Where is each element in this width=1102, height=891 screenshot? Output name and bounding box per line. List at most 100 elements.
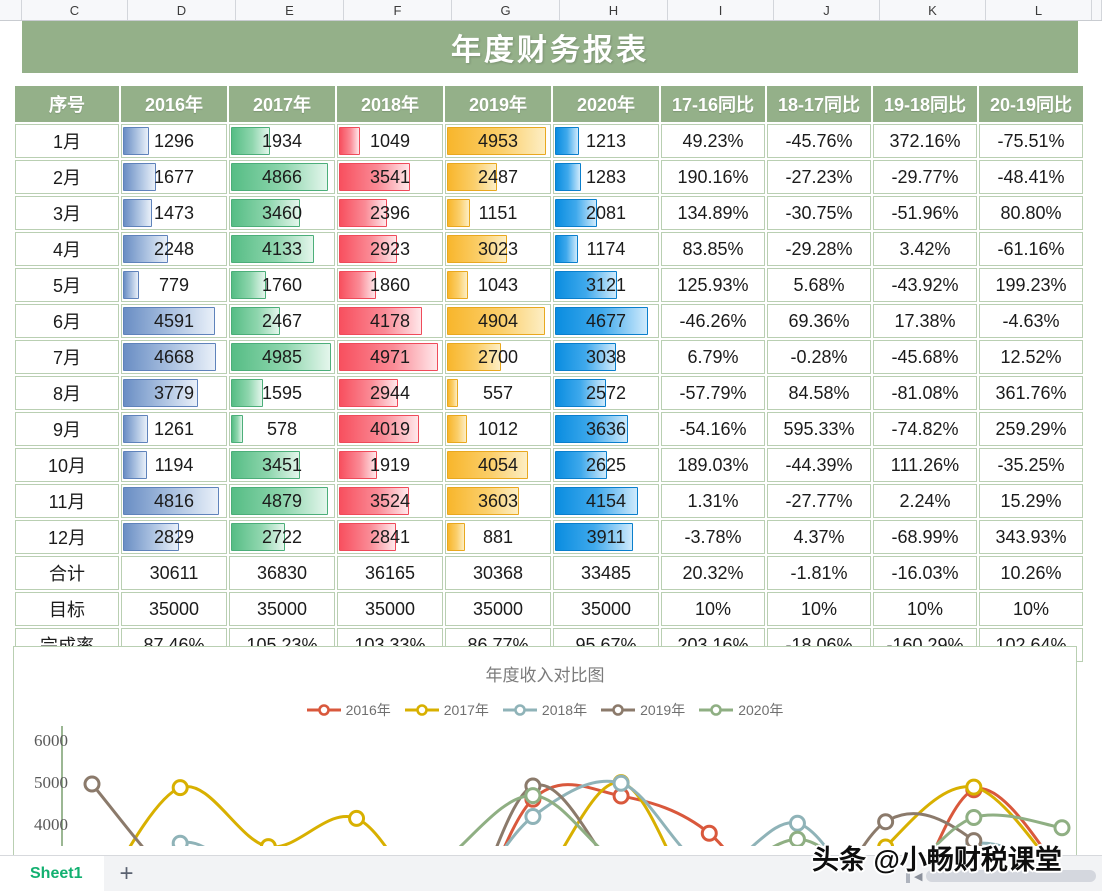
- data-bar-cell-v2016[interactable]: 2248: [121, 232, 227, 266]
- income-comparison-chart[interactable]: 年度收入对比图 2016年 2017年 2018年 2019年 2020年 4000 50…: [13, 646, 1077, 858]
- summary-cell-0[interactable]: 35000: [121, 592, 227, 626]
- data-bar-cell-v2020[interactable]: 3038: [553, 340, 659, 374]
- row-label[interactable]: 2月: [15, 160, 119, 194]
- percent-cell-p4[interactable]: -61.16%: [979, 232, 1083, 266]
- data-bar-cell-v2019[interactable]: 3603: [445, 484, 551, 518]
- column-header-j[interactable]: J: [774, 0, 880, 20]
- percent-cell-p3[interactable]: 17.38%: [873, 304, 977, 338]
- percent-cell-p3[interactable]: 2.24%: [873, 484, 977, 518]
- data-bar-cell-v2016[interactable]: 1261: [121, 412, 227, 446]
- percent-cell-p1[interactable]: 1.31%: [661, 484, 765, 518]
- data-bar-cell-v2020[interactable]: 2081: [553, 196, 659, 230]
- data-bar-cell-v2018[interactable]: 2923: [337, 232, 443, 266]
- percent-cell-p2[interactable]: 4.37%: [767, 520, 871, 554]
- percent-cell-p2[interactable]: -0.28%: [767, 340, 871, 374]
- row-label[interactable]: 12月: [15, 520, 119, 554]
- table-header-cell-7[interactable]: 18-17同比: [767, 86, 871, 122]
- data-bar-cell-v2018[interactable]: 4019: [337, 412, 443, 446]
- data-bar-cell-v2018[interactable]: 2396: [337, 196, 443, 230]
- row-label[interactable]: 1月: [15, 124, 119, 158]
- data-bar-cell-v2018[interactable]: 3541: [337, 160, 443, 194]
- column-header-l[interactable]: L: [986, 0, 1092, 20]
- percent-cell-p3[interactable]: 3.42%: [873, 232, 977, 266]
- add-sheet-button[interactable]: +: [119, 859, 134, 887]
- percent-cell-p4[interactable]: -48.41%: [979, 160, 1083, 194]
- percent-cell-p4[interactable]: 12.52%: [979, 340, 1083, 374]
- column-header-d[interactable]: D: [128, 0, 236, 20]
- summary-cell-1[interactable]: 36830: [229, 556, 335, 590]
- percent-cell-p1[interactable]: 134.89%: [661, 196, 765, 230]
- percent-cell-p4[interactable]: -4.63%: [979, 304, 1083, 338]
- summary-cell-2[interactable]: 36165: [337, 556, 443, 590]
- data-bar-cell-v2019[interactable]: 3023: [445, 232, 551, 266]
- data-bar-cell-v2019[interactable]: 4904: [445, 304, 551, 338]
- data-bar-cell-v2019[interactable]: 4054: [445, 448, 551, 482]
- summary-cell-3[interactable]: 30368: [445, 556, 551, 590]
- percent-cell-p4[interactable]: 199.23%: [979, 268, 1083, 302]
- summary-cell-7[interactable]: -16.03%: [873, 556, 977, 590]
- data-bar-cell-v2020[interactable]: 4154: [553, 484, 659, 518]
- data-bar-cell-v2016[interactable]: 1677: [121, 160, 227, 194]
- table-header-cell-9[interactable]: 20-19同比: [979, 86, 1083, 122]
- data-bar-cell-v2018[interactable]: 2944: [337, 376, 443, 410]
- column-header-k[interactable]: K: [880, 0, 986, 20]
- data-bar-cell-v2018[interactable]: 4178: [337, 304, 443, 338]
- data-bar-cell-v2017[interactable]: 4133: [229, 232, 335, 266]
- row-label[interactable]: 11月: [15, 484, 119, 518]
- horizontal-scrollbar[interactable]: ◀: [906, 869, 1096, 883]
- summary-cell-6[interactable]: 10%: [767, 592, 871, 626]
- data-bar-cell-v2018[interactable]: 1919: [337, 448, 443, 482]
- data-bar-cell-v2020[interactable]: 4677: [553, 304, 659, 338]
- percent-cell-p4[interactable]: 361.76%: [979, 376, 1083, 410]
- row-label[interactable]: 5月: [15, 268, 119, 302]
- data-bar-cell-v2016[interactable]: 1296: [121, 124, 227, 158]
- percent-cell-p3[interactable]: -43.92%: [873, 268, 977, 302]
- data-bar-cell-v2019[interactable]: 881: [445, 520, 551, 554]
- data-bar-cell-v2017[interactable]: 1760: [229, 268, 335, 302]
- legend-item-2017年[interactable]: 2017年: [404, 700, 489, 720]
- percent-cell-p1[interactable]: 190.16%: [661, 160, 765, 194]
- scroll-left-arrow-icon[interactable]: ◀: [914, 870, 923, 883]
- percent-cell-p2[interactable]: -29.28%: [767, 232, 871, 266]
- percent-cell-p2[interactable]: 5.68%: [767, 268, 871, 302]
- percent-cell-p3[interactable]: 111.26%: [873, 448, 977, 482]
- data-bar-cell-v2016[interactable]: 779: [121, 268, 227, 302]
- row-label[interactable]: 3月: [15, 196, 119, 230]
- table-header-cell-5[interactable]: 2020年: [553, 86, 659, 122]
- percent-cell-p4[interactable]: 15.29%: [979, 484, 1083, 518]
- data-bar-cell-v2017[interactable]: 3451: [229, 448, 335, 482]
- data-bar-cell-v2020[interactable]: 1283: [553, 160, 659, 194]
- row-label[interactable]: 9月: [15, 412, 119, 446]
- row-label[interactable]: 10月: [15, 448, 119, 482]
- percent-cell-p4[interactable]: 259.29%: [979, 412, 1083, 446]
- row-label[interactable]: 7月: [15, 340, 119, 374]
- data-bar-cell-v2017[interactable]: 1595: [229, 376, 335, 410]
- data-bar-cell-v2020[interactable]: 2625: [553, 448, 659, 482]
- column-header-i[interactable]: I: [668, 0, 774, 20]
- summary-cell-8[interactable]: 10.26%: [979, 556, 1083, 590]
- percent-cell-p1[interactable]: -57.79%: [661, 376, 765, 410]
- data-bar-cell-v2016[interactable]: 1194: [121, 448, 227, 482]
- percent-cell-p1[interactable]: 49.23%: [661, 124, 765, 158]
- data-bar-cell-v2017[interactable]: 578: [229, 412, 335, 446]
- summary-cell-5[interactable]: 20.32%: [661, 556, 765, 590]
- data-bar-cell-v2020[interactable]: 3911: [553, 520, 659, 554]
- column-header-f[interactable]: F: [344, 0, 452, 20]
- data-bar-cell-v2019[interactable]: 2700: [445, 340, 551, 374]
- data-bar-cell-v2017[interactable]: 2722: [229, 520, 335, 554]
- sheet-tab-sheet1[interactable]: Sheet1: [0, 855, 105, 891]
- table-header-cell-6[interactable]: 17-16同比: [661, 86, 765, 122]
- percent-cell-p2[interactable]: -44.39%: [767, 448, 871, 482]
- column-header-g[interactable]: G: [452, 0, 560, 20]
- data-bar-cell-v2020[interactable]: 3121: [553, 268, 659, 302]
- data-bar-cell-v2018[interactable]: 2841: [337, 520, 443, 554]
- summary-cell-6[interactable]: -1.81%: [767, 556, 871, 590]
- summary-cell-2[interactable]: 35000: [337, 592, 443, 626]
- data-bar-cell-v2017[interactable]: 4985: [229, 340, 335, 374]
- data-bar-cell-v2016[interactable]: 4668: [121, 340, 227, 374]
- percent-cell-p3[interactable]: -51.96%: [873, 196, 977, 230]
- summary-row-label[interactable]: 合计: [15, 556, 119, 590]
- percent-cell-p1[interactable]: -3.78%: [661, 520, 765, 554]
- data-bar-cell-v2019[interactable]: 1151: [445, 196, 551, 230]
- percent-cell-p3[interactable]: -29.77%: [873, 160, 977, 194]
